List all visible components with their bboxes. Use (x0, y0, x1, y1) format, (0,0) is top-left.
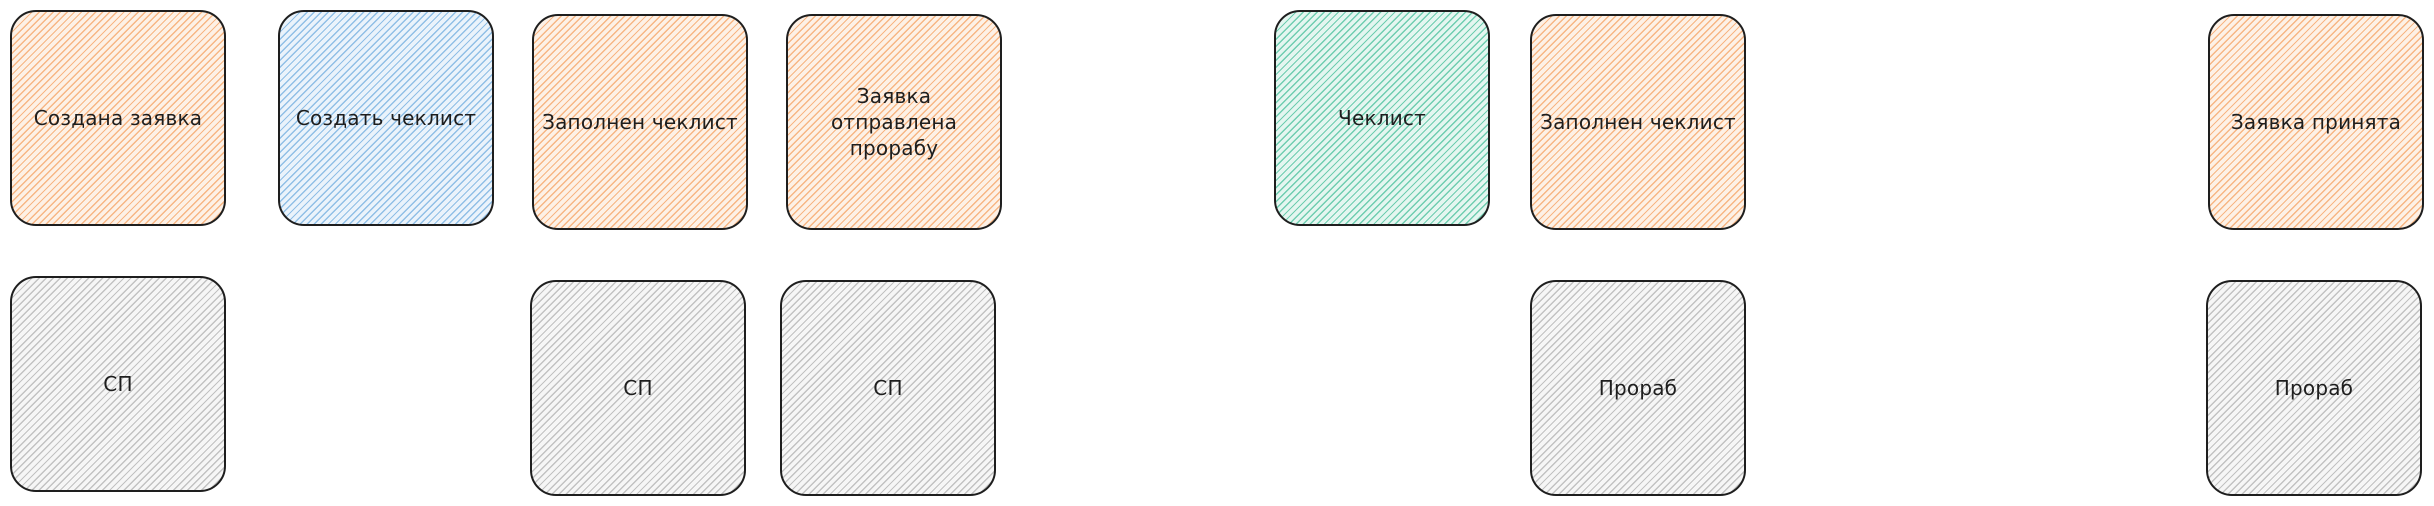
node-label: Чеклист (1338, 106, 1426, 130)
node-label: Прораб (2274, 376, 2354, 400)
node-label: Заполнен чеклист (1540, 110, 1736, 134)
node-sozdana-zayavka[interactable]: Создана заявка (10, 10, 226, 226)
node-label: СП (103, 372, 133, 396)
node-label: Заполнен чеклист (542, 110, 738, 134)
node-label: Создать чеклист (295, 106, 477, 130)
node-zapolnen-cheklist-1[interactable]: Заполнен чеклист (532, 14, 748, 230)
node-sp-2[interactable]: СП (530, 280, 746, 496)
node-zayavka-prinyata[interactable]: Заявка принята (2208, 14, 2424, 230)
node-prorab-1[interactable]: Прораб (1530, 280, 1746, 496)
node-label: СП (623, 376, 653, 400)
node-label: Заявка принята (2230, 110, 2402, 134)
node-sp-1[interactable]: СП (10, 276, 226, 492)
node-zayavka-otpravlena-prorabu[interactable]: Заявка отправлена прорабу (786, 14, 1002, 230)
node-cheklist[interactable]: Чеклист (1274, 10, 1490, 226)
node-label: Создана заявка (33, 106, 203, 130)
node-label: СП (873, 376, 903, 400)
node-prorab-2[interactable]: Прораб (2206, 280, 2422, 496)
node-label: Заявка отправлена прорабу (830, 84, 958, 160)
node-sp-3[interactable]: СП (780, 280, 996, 496)
node-zapolnen-cheklist-2[interactable]: Заполнен чеклист (1530, 14, 1746, 230)
node-label: Прораб (1598, 376, 1678, 400)
node-sozdat-cheklist[interactable]: Создать чеклист (278, 10, 494, 226)
